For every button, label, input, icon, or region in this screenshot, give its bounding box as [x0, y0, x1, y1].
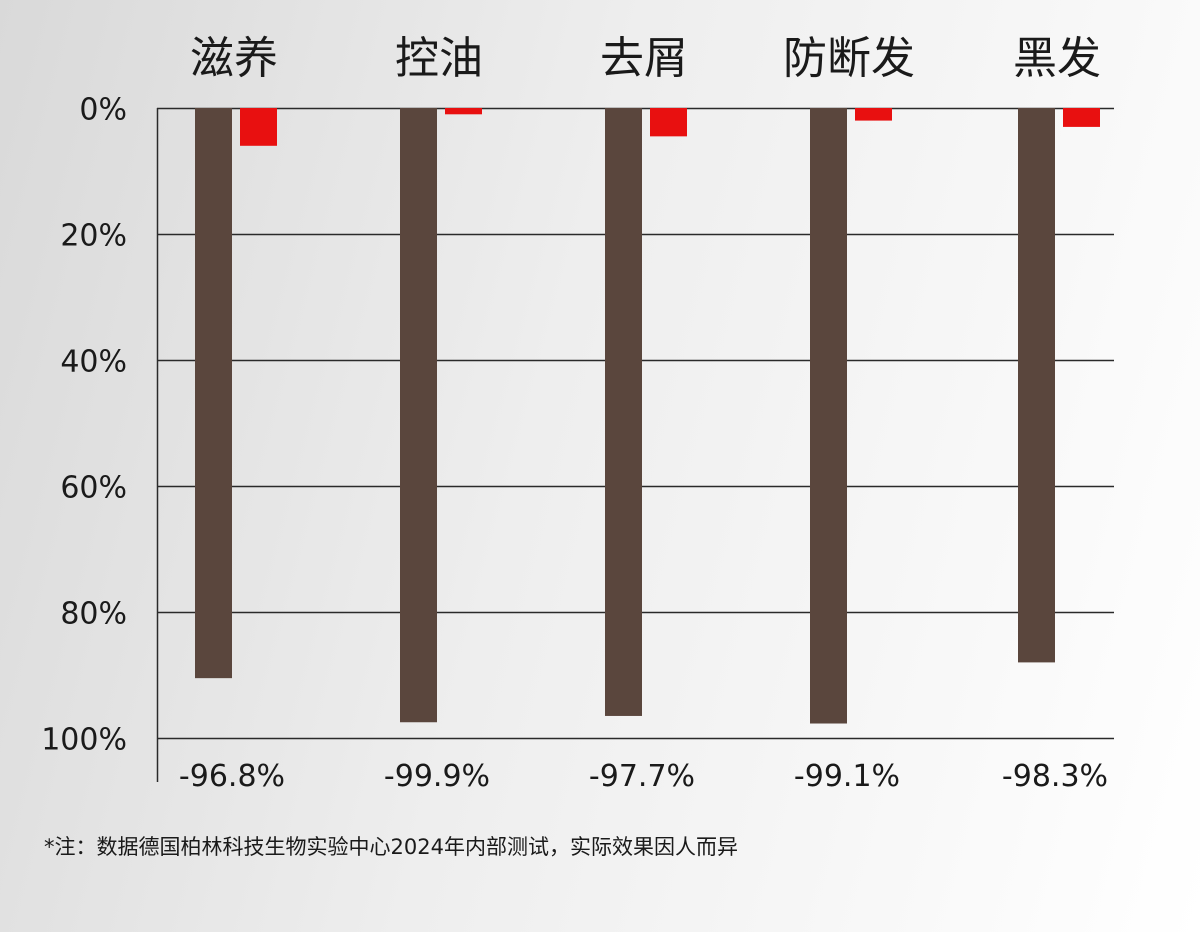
category-label: 控油	[395, 33, 483, 84]
y-tick-label: 40%	[60, 345, 127, 380]
bar-series-1	[400, 108, 437, 723]
y-tick-label: 100%	[41, 723, 127, 758]
category-label: 去屑	[600, 33, 688, 84]
y-tick-label: 80%	[60, 597, 127, 632]
y-tick-label: 0%	[79, 93, 127, 128]
labels: 0% 20% 40% 60% 80% 100% 滋养 -96.8% 控油 -99.9% 去屑 -97.…	[41, 33, 1108, 794]
bar-series-1	[1018, 108, 1055, 663]
bar-series-2	[240, 108, 277, 146]
bar-series-2	[1063, 108, 1100, 127]
bars	[195, 108, 1100, 724]
category-value-label: -99.9%	[384, 759, 490, 794]
category-label: 黑发	[1013, 33, 1101, 84]
bar-series-1	[605, 108, 642, 716]
bar-series-1	[810, 108, 847, 724]
category-value-label: -98.3%	[1002, 759, 1108, 794]
footnote: *注：数据德国柏林科技生物实验中心2024年内部测试，实际效果因人而异	[44, 835, 738, 859]
category-label: 防断发	[783, 33, 915, 84]
bar-series-2	[445, 108, 482, 115]
bar-series-2	[650, 108, 687, 137]
bar-series-1	[195, 108, 232, 679]
y-tick-label: 20%	[60, 219, 127, 254]
category-label: 滋养	[190, 33, 278, 84]
category-value-label: -99.1%	[794, 759, 900, 794]
y-tick-label: 60%	[60, 471, 127, 506]
category-value-label: -96.8%	[179, 759, 285, 794]
category-value-label: -97.7%	[589, 759, 695, 794]
bar-series-2	[855, 108, 892, 121]
